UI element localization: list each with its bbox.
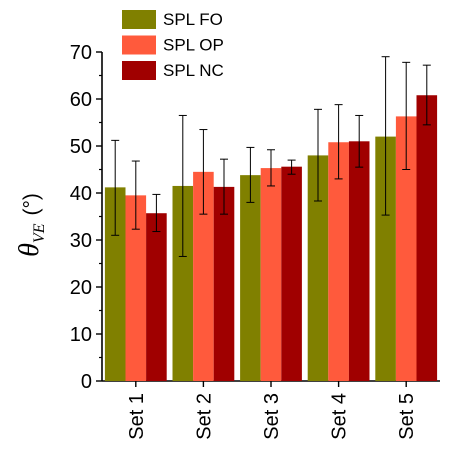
y-tick-label: 60	[70, 89, 92, 111]
y-tick-label: 30	[70, 230, 92, 252]
y-tick-label: 0	[81, 371, 92, 393]
bar	[193, 171, 214, 381]
legend-label: SPL FO	[163, 10, 223, 29]
bar	[146, 213, 167, 381]
bar	[125, 195, 147, 381]
bar	[348, 141, 370, 381]
bar	[328, 142, 349, 381]
bar	[260, 168, 282, 381]
bar	[395, 116, 417, 381]
bar	[104, 187, 126, 381]
legend-swatch	[122, 61, 156, 80]
y-tick-label: 40	[70, 183, 92, 205]
bar	[240, 175, 261, 381]
x-tick-label: Set 4	[329, 393, 351, 440]
bar	[172, 185, 194, 381]
bar	[281, 166, 302, 381]
y-tick-label: 50	[70, 136, 92, 158]
bar	[307, 155, 329, 381]
x-tick-label: Set 2	[193, 393, 215, 440]
bar	[375, 136, 396, 381]
bar	[213, 186, 235, 381]
legend-label: SPL NC	[163, 61, 224, 80]
x-tick-label: Set 3	[261, 393, 283, 440]
y-axis-label: θVE (°)	[14, 193, 48, 257]
y-tick-label: 70	[70, 42, 92, 64]
legend-label: SPL OP	[163, 36, 224, 55]
bar	[416, 95, 438, 382]
y-axis-label-unit: (°)	[20, 193, 43, 215]
y-tick-label: 20	[70, 277, 92, 299]
x-tick-label: Set 1	[126, 393, 148, 440]
y-axis-label-symbol: θ	[14, 243, 45, 257]
y-tick-label: 10	[70, 324, 92, 346]
x-tick-label: Set 5	[396, 393, 418, 440]
legend-swatch	[122, 35, 156, 55]
plot-area: 0 10 20 30 40 50 60 70 Set 1 Set 2 Set 3 Set 4 Set 5…	[70, 10, 440, 440]
y-axis-label-subscript: VE	[31, 223, 48, 243]
legend-swatch	[122, 10, 156, 29]
